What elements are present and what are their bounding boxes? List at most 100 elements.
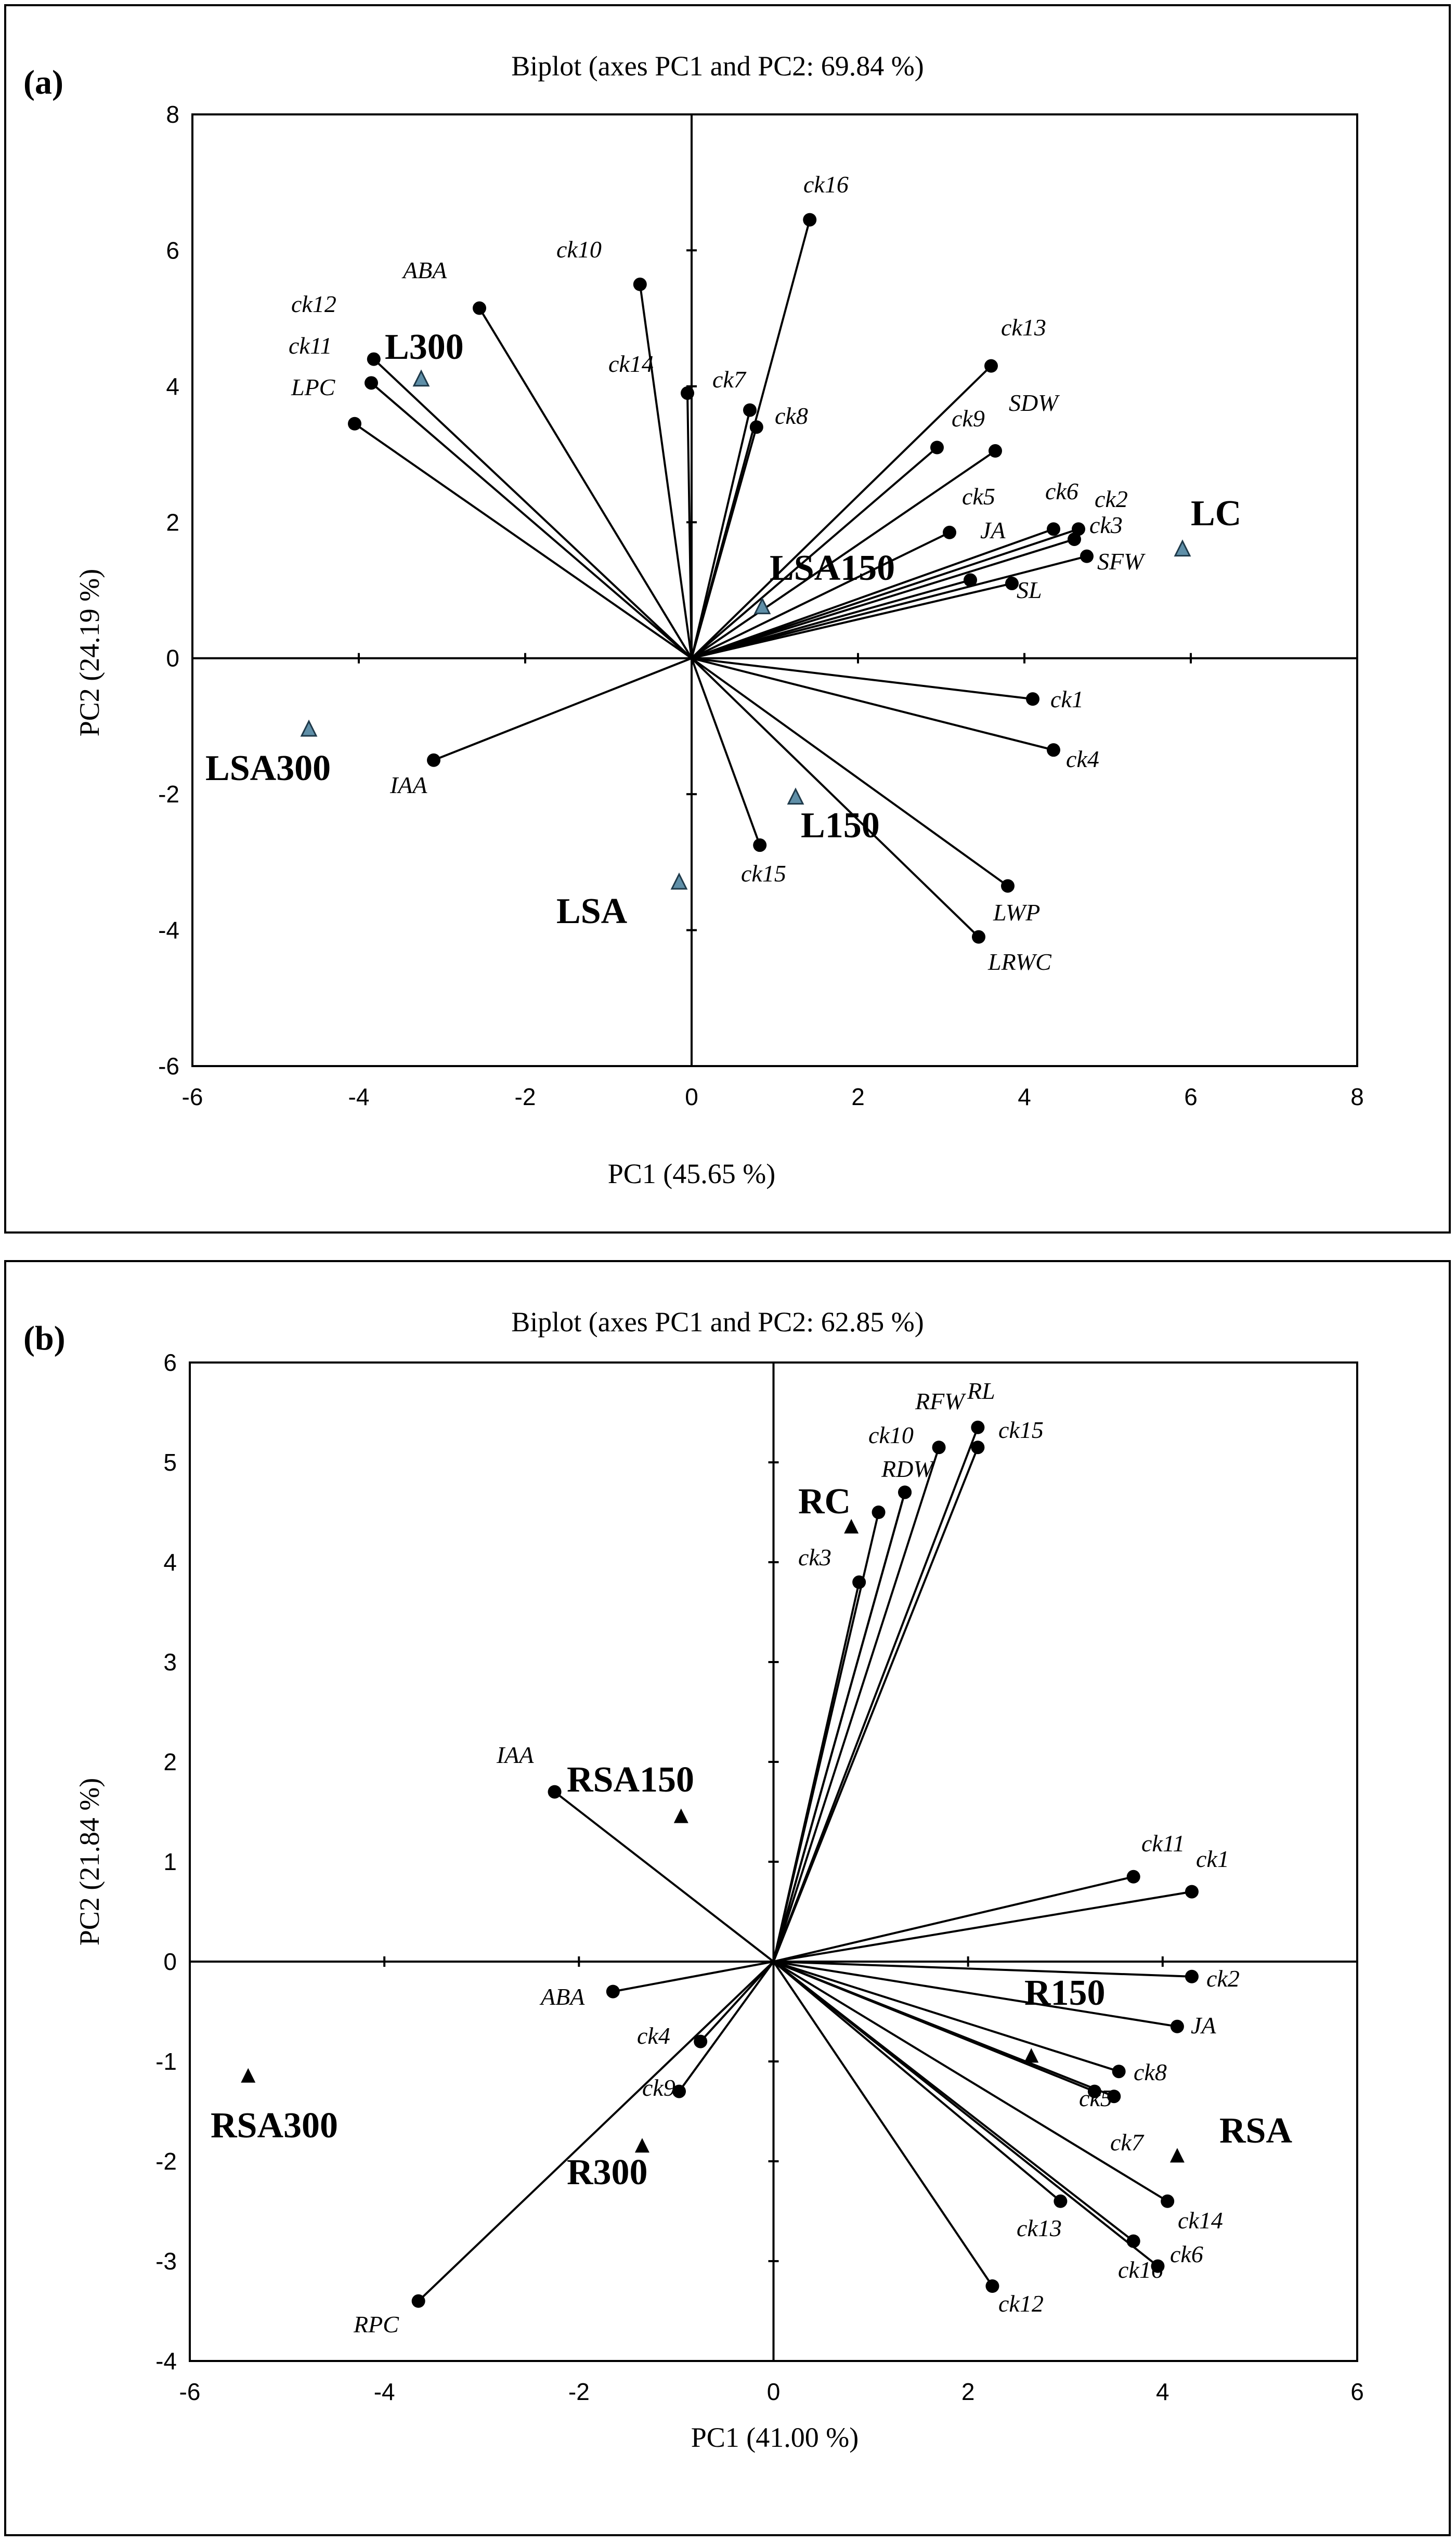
a-label-ck14: ck14 [608,351,654,377]
vector-ck9 [691,446,938,659]
vector-ck12 [772,1961,994,2287]
vector-ck4 [699,1961,774,2042]
y-tick-label: -6 [158,1053,179,1080]
y-tick-label: -1 [155,2048,177,2075]
point-sl [1005,576,1019,590]
y-tick-label: 0 [163,1948,177,1975]
x-tick-label: 6 [1184,1083,1198,1110]
panel-a-biplot: (a) Biplot (axes PC1 and PC2: 69.84 %) -… [4,4,1451,1234]
b-label-rl: RL [967,1378,995,1404]
a-label-ja: JA [980,517,1006,543]
y-tick-label: -2 [158,781,179,808]
vector-ck6 [691,528,1054,659]
vector-aba [613,1961,774,1993]
a-obs-label-l300: L300 [385,327,464,367]
point-ck9 [930,440,944,455]
point-ck1 [1026,692,1039,706]
vector-ck4 [691,657,1054,751]
b-label-ck8: ck8 [1134,2059,1167,2085]
point-ja [1170,2019,1184,2033]
vector-lrwc [691,657,980,938]
vector-ck2 [773,1961,1192,1978]
panel-b-x-axis-label: PC1 (41.00 %) [691,2422,859,2453]
a-obs-label-lsa150: LSA150 [770,548,895,588]
point-ck7 [743,403,757,417]
point-ck8 [1112,2065,1126,2079]
b-label-rdw: RDW [881,1456,935,1482]
point-ck8 [749,420,763,434]
a-label-lrwc: LRWC [987,949,1052,975]
point-ck3 [1068,532,1081,546]
y-tick-label: 3 [163,1649,177,1676]
a-obs-label-lc: LC [1191,494,1241,534]
vector-ck8 [773,1961,1120,2073]
b-label-ja: JA [1191,2012,1216,2039]
observation-r150 [1024,2048,1039,2063]
point-sdw [989,444,1002,458]
y-tick-label: 0 [166,645,179,672]
vector-ck7 [773,1961,1115,2098]
point-ck6 [1151,2259,1165,2273]
panel-b-vectors [411,1420,1199,2308]
point-ck12 [367,352,381,366]
y-tick-label: 8 [166,101,179,128]
vector-sl [691,582,1012,659]
y-tick-label: 2 [166,509,179,536]
a-label-ck5: ck5 [962,483,995,510]
b-label-rpc: RPC [353,2311,399,2338]
a-label-sfw: SFW [1097,548,1146,575]
point-ck10 [633,277,647,291]
point-rdw [898,1485,912,1499]
observation-rsa150 [673,1808,688,1823]
point-lrwc [972,930,985,944]
b-obs-label-rc: RC [798,1482,851,1522]
a-label-ck12: ck12 [291,291,336,317]
a-label-lwp: LWP [993,899,1040,926]
a-label-ck9: ck9 [952,405,985,432]
b-label-ck14: ck14 [1178,2207,1223,2234]
a-label-ck16: ck16 [803,171,849,198]
point-ck14 [1161,2194,1175,2208]
x-tick-label: -2 [568,2378,590,2405]
b-label-ck11: ck11 [1141,1830,1185,1857]
vector-ck1 [773,1890,1192,1963]
b-label-ck4: ck4 [637,2022,670,2049]
panel-a-y-axis-label: PC2 (24.19 %) [74,569,105,737]
vector-iaa [554,1791,774,1963]
x-tick-label: -4 [348,1083,370,1110]
point-ck3 [872,1506,886,1519]
point-ck2 [1185,1969,1199,1983]
x-tick-label: 2 [851,1083,865,1110]
vector-ck13 [773,1961,1061,2202]
b-obs-label-rsa: RSA [1219,2111,1292,2151]
b-label-rfw: RFW [915,1388,966,1415]
vector-sfw [691,555,1087,659]
observation-lc [1174,539,1191,557]
y-tick-label: 4 [163,1549,177,1576]
x-tick-label: -6 [179,2378,201,2405]
point-ck11 [365,376,378,390]
observation-lsa [670,872,688,890]
vector-ck3 [691,538,1075,659]
y-tick-label: -3 [155,2248,177,2275]
point-ck13 [1054,2194,1068,2208]
point-lpc [348,417,361,431]
point-rl [971,1420,985,1434]
vector-ck15 [691,658,761,846]
panel-b-observations [241,1519,1185,2163]
a-label-sdw: SDW [1009,390,1060,416]
x-tick-label: 0 [767,2378,781,2405]
x-tick-label: -2 [515,1083,536,1110]
panel-a-label: (a) [23,63,63,101]
point-ck6 [1047,522,1060,536]
vector-ck13 [691,365,992,659]
panel-a-plot-area [191,113,1358,1067]
vector-ja [773,1961,1178,2028]
b-label-aba: ABA [539,1983,585,2010]
a-obs-label-lsa300: LSA300 [205,748,331,788]
vector-ck5 [691,531,950,659]
vector-ck8 [691,426,758,659]
b-label-ck3: ck3 [798,1544,831,1571]
point-ck15 [971,1441,985,1455]
